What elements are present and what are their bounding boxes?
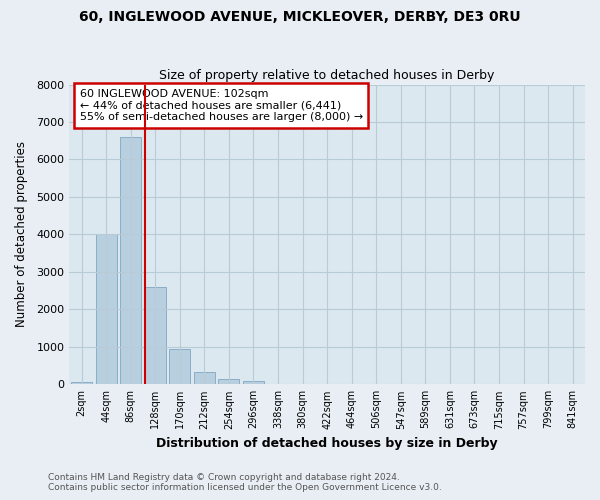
Title: Size of property relative to detached houses in Derby: Size of property relative to detached ho… <box>160 69 495 82</box>
Bar <box>71 382 92 384</box>
Bar <box>218 379 239 384</box>
Bar <box>243 382 264 384</box>
Bar <box>194 372 215 384</box>
Text: 60, INGLEWOOD AVENUE, MICKLEOVER, DERBY, DE3 0RU: 60, INGLEWOOD AVENUE, MICKLEOVER, DERBY,… <box>79 10 521 24</box>
Bar <box>120 137 141 384</box>
Text: 60 INGLEWOOD AVENUE: 102sqm
← 44% of detached houses are smaller (6,441)
55% of : 60 INGLEWOOD AVENUE: 102sqm ← 44% of det… <box>80 89 363 122</box>
Y-axis label: Number of detached properties: Number of detached properties <box>15 142 28 328</box>
X-axis label: Distribution of detached houses by size in Derby: Distribution of detached houses by size … <box>157 437 498 450</box>
Bar <box>96 234 116 384</box>
Bar <box>145 287 166 384</box>
Text: Contains HM Land Registry data © Crown copyright and database right 2024.
Contai: Contains HM Land Registry data © Crown c… <box>48 473 442 492</box>
Bar <box>169 348 190 384</box>
